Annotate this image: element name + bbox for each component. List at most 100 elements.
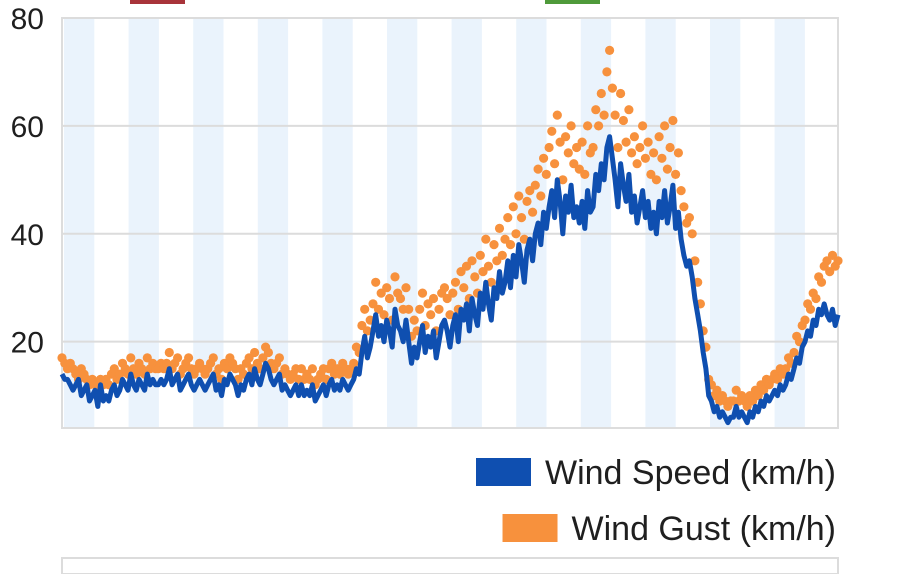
wind-gust-point: [561, 132, 571, 142]
wind-gust-point: [605, 45, 615, 56]
wind-gust-point: [599, 110, 609, 120]
next-chart-plot-area: [61, 557, 839, 574]
wind-gust-point: [486, 277, 496, 287]
legend-swatch-cutoff-left: [130, 0, 185, 4]
wind-gust-point: [591, 105, 601, 115]
wind-gust-point: [126, 353, 136, 363]
wind-gust-point: [816, 277, 827, 287]
wind-gust-point: [588, 142, 598, 153]
wind-gust-point: [624, 105, 634, 115]
wind-gust-point: [409, 315, 419, 325]
wind-gust-point: [519, 234, 529, 244]
wind-gust-point: [514, 191, 524, 201]
wind-gust-point: [467, 256, 477, 266]
wind-gust-point: [679, 202, 689, 212]
wind-gust-point: [558, 175, 568, 185]
wind-gust-point: [649, 148, 659, 158]
legend-swatch: [502, 514, 558, 542]
wind-gust-point: [426, 310, 436, 320]
wind-gust-point: [657, 153, 667, 163]
wind-gust-point: [371, 277, 381, 287]
wind-gust-point: [547, 126, 557, 136]
wind-gust-point: [511, 229, 521, 239]
wind-gust-point: [640, 153, 651, 163]
wind-gust-point: [415, 304, 425, 314]
y-axis: 20 40 60 80: [11, 3, 44, 360]
wind-gust-point: [533, 164, 543, 174]
wind-gust-point: [450, 277, 461, 287]
wind-gust-point: [516, 213, 527, 223]
wind-gust-point: [530, 180, 540, 190]
wind-gust-point: [613, 142, 623, 153]
wind-gust-point: [671, 169, 681, 179]
wind-gust-point: [528, 207, 538, 217]
wind-gust-point: [566, 121, 576, 131]
wind-gust-point: [789, 347, 799, 358]
wind-gust-point: [621, 137, 631, 147]
wind-gust-point: [434, 304, 444, 314]
wind-gust-point: [805, 304, 816, 314]
wind-gust-point: [483, 261, 494, 271]
wind-gust-point: [360, 304, 370, 314]
wind-gust-point: [448, 288, 458, 298]
wind-gust-point: [629, 132, 640, 142]
wind-gust-point: [173, 353, 183, 363]
wind-gust-point: [417, 288, 428, 298]
wind-gust-point: [563, 148, 573, 158]
legend-label: Wind Speed (km/h): [545, 454, 836, 492]
wind-gust-point: [428, 293, 439, 304]
wind-gust-point: [494, 223, 505, 233]
wind-gust-point: [263, 347, 273, 358]
wind-gust-point: [635, 142, 645, 153]
wind-gust-point: [638, 121, 648, 131]
wind-gust-point: [673, 148, 684, 158]
wind-gust-point: [690, 256, 700, 266]
wind-gust-point: [602, 67, 612, 77]
wind-speed-line: [59, 134, 841, 426]
wind-gust-point: [379, 310, 389, 320]
wind-gust-point: [668, 115, 678, 126]
wind-gust-point: [536, 191, 546, 201]
wind-gust-point: [208, 353, 218, 363]
wind-gust-point: [475, 250, 485, 260]
wind-gust-point: [596, 88, 606, 99]
legend-label: Wind Gust (km/h): [572, 510, 836, 548]
wind-gust-point: [470, 272, 480, 282]
day-band: [387, 18, 418, 428]
legend: Wind Speed (km/h) Wind Gust (km/h): [476, 454, 836, 548]
wind-gust-point: [390, 272, 400, 282]
wind-gust-point: [503, 213, 513, 223]
wind-gust-point: [607, 83, 618, 93]
wind-gust-point: [632, 159, 642, 169]
y-tick-label: 60: [11, 111, 44, 144]
legend-swatch-cutoff-right: [545, 0, 600, 4]
wind-gust-point: [550, 159, 560, 169]
wind-gust-point: [164, 347, 174, 358]
wind-gust-point: [250, 347, 260, 358]
wind-gust-point: [481, 234, 491, 244]
wind-gust-point: [651, 175, 662, 185]
wind-gust-point: [382, 283, 392, 293]
wind-gust-point: [395, 293, 406, 304]
wind-gust-point: [384, 293, 395, 304]
wind-gust-point: [594, 121, 604, 131]
wind-gust-point: [541, 169, 551, 179]
wind-gust-point: [362, 326, 372, 336]
y-tick-label: 40: [11, 219, 44, 252]
wind-gust-point: [522, 196, 532, 206]
wind-gust-point: [577, 137, 587, 147]
day-band: [710, 18, 741, 428]
wind-gust-point: [665, 142, 675, 153]
legend-swatch: [476, 458, 531, 486]
wind-gust-point: [610, 110, 620, 120]
wind-gust-point: [307, 364, 317, 374]
wind-gust-point: [627, 148, 637, 158]
y-tick-label: 20: [11, 327, 44, 360]
day-band: [451, 18, 482, 428]
wind-gust-point: [684, 213, 695, 223]
y-tick-label: 80: [11, 3, 44, 36]
wind-gust-point: [552, 110, 562, 120]
wind-gust-point: [580, 169, 590, 179]
wind-gust-point: [833, 256, 843, 266]
wind-gust-point: [439, 283, 450, 293]
